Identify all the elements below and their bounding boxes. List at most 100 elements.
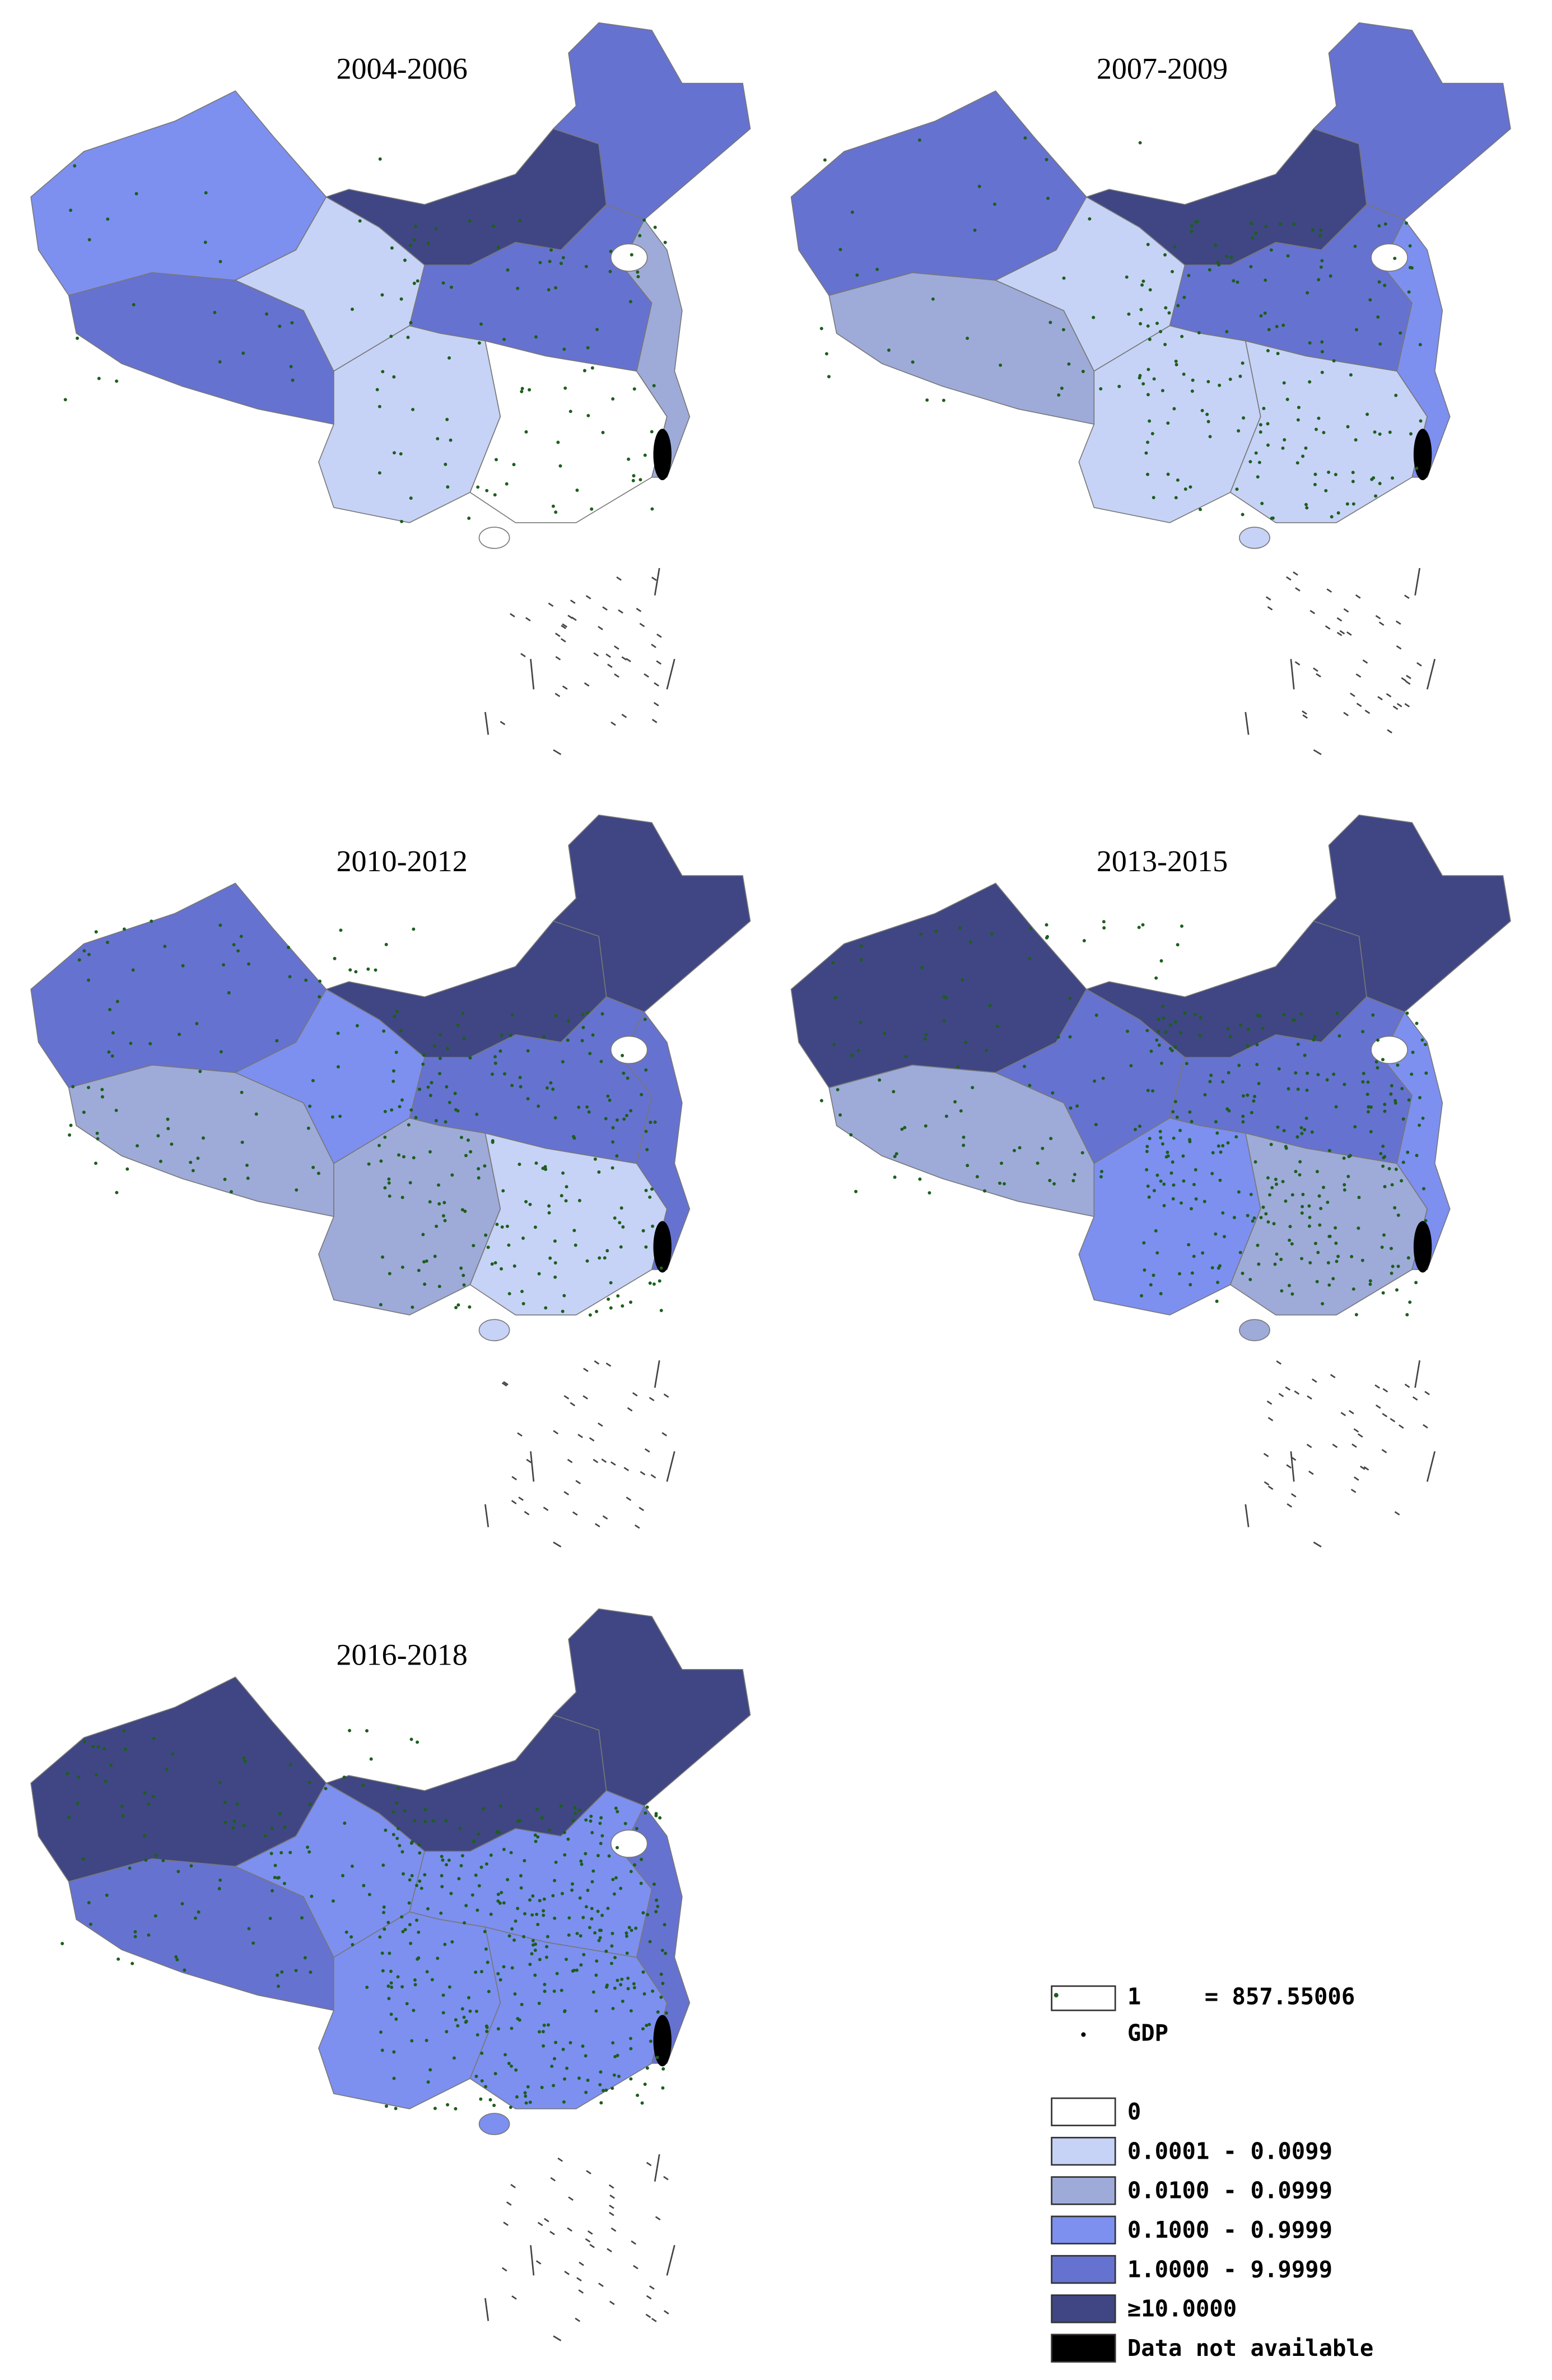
gdp-dot — [476, 1908, 479, 1912]
gdp-dot — [606, 1907, 610, 1910]
gdp-dot — [613, 1216, 617, 1220]
island — [602, 606, 608, 611]
gdp-dot — [893, 1175, 897, 1179]
gdp-dot — [1408, 244, 1412, 248]
gdp-dot — [1304, 446, 1308, 450]
island — [1340, 1412, 1346, 1416]
gdp-dot — [648, 1281, 652, 1285]
gdp-dot — [1159, 1179, 1163, 1183]
gdp-dot — [588, 1052, 592, 1056]
gdp-dot — [409, 1941, 413, 1945]
island — [575, 2317, 580, 2322]
gdp-dot — [546, 1086, 549, 1090]
gdp-dot — [389, 1969, 393, 1973]
gdp-dot — [415, 1884, 418, 1888]
gdp-dot — [644, 1245, 648, 1249]
gdp-dot — [1357, 1196, 1361, 1200]
gdp-dot — [1249, 1192, 1253, 1196]
gdp-dot — [536, 1923, 540, 1926]
gdp-dot — [492, 224, 496, 228]
gdp-dot — [426, 1085, 430, 1089]
island — [1356, 703, 1362, 708]
gdp-dot — [1373, 430, 1377, 434]
gdp-dot — [1266, 443, 1270, 447]
gdp-dot — [1360, 1258, 1364, 1262]
gdp-dot — [542, 1913, 546, 1917]
gdp-dot — [1146, 1184, 1150, 1188]
gdp-dot — [378, 157, 382, 161]
gdp-dot — [560, 1891, 564, 1895]
hainan — [478, 527, 510, 549]
gdp-dot — [493, 2072, 497, 2076]
gdp-dot — [533, 1949, 537, 1952]
panel-title: 2010-2012 — [336, 844, 467, 878]
gdp-dot — [1377, 224, 1381, 228]
island — [598, 2283, 604, 2287]
island — [564, 2271, 570, 2275]
gdp-dot — [460, 1208, 464, 1212]
gdp-dot — [606, 1094, 610, 1098]
gdp-dot — [116, 1957, 120, 1961]
gdp-dot — [1388, 430, 1392, 434]
gdp-dot — [1286, 254, 1290, 258]
gdp-dot — [180, 1902, 184, 1905]
island — [501, 1382, 507, 1387]
gdp-dot — [533, 1833, 537, 1837]
gdp-dot — [859, 957, 863, 961]
island — [578, 2289, 584, 2294]
gdp-dot — [445, 1085, 449, 1089]
gdp-dot — [1301, 454, 1305, 458]
gdp-dot — [1237, 1190, 1241, 1194]
gdp-dot — [582, 369, 586, 373]
gdp-dot — [399, 1029, 403, 1033]
gdp-dot — [1377, 280, 1381, 284]
gdp-dot — [1225, 329, 1229, 333]
island — [1362, 659, 1368, 664]
gdp-dot — [1162, 1182, 1166, 1186]
gdp-dot — [428, 2068, 432, 2072]
gdp-dot — [1246, 1028, 1250, 1031]
gdp-dot — [559, 1804, 563, 1808]
gdp-dot — [1125, 275, 1129, 279]
gdp-dot — [1407, 1098, 1411, 1102]
gdp-dot — [630, 1928, 633, 1932]
island — [543, 2218, 549, 2223]
gdp-dot — [579, 1963, 583, 1967]
gdp-dot — [1304, 503, 1308, 506]
island — [520, 653, 526, 658]
gdp-dot — [1270, 1186, 1274, 1189]
gdp-dot — [1255, 1063, 1259, 1067]
gdp-dot — [664, 1951, 668, 1955]
gdp-dot — [1051, 1091, 1055, 1095]
gdp-dot — [483, 1164, 487, 1168]
gdp-dot — [1368, 1279, 1372, 1283]
island — [1326, 588, 1332, 593]
gdp-dot — [369, 1757, 373, 1761]
island — [656, 633, 662, 638]
gdp-dot — [1248, 1277, 1252, 1281]
gdp-dot — [1259, 430, 1262, 434]
island — [567, 2227, 572, 2232]
gdp-dot — [586, 413, 590, 417]
island — [567, 1458, 573, 1463]
gdp-dot — [1187, 1243, 1191, 1247]
gdp-dot — [303, 1956, 307, 1960]
gdp-dot — [463, 1210, 467, 1214]
gdp-dot — [133, 1930, 137, 1933]
gdp-dot — [194, 1916, 197, 1920]
gdp-dot — [1155, 322, 1159, 326]
gdp-dot — [218, 259, 222, 263]
island — [1278, 1393, 1284, 1397]
boundary-dash — [666, 1451, 675, 1482]
boundary-dash — [553, 1541, 562, 1547]
gdp-dot — [435, 1224, 439, 1228]
gdp-dot — [392, 375, 396, 379]
gdp-dot — [538, 2030, 541, 2034]
gdp-dot — [586, 346, 590, 350]
gdp-dot — [538, 261, 542, 264]
gdp-dot — [1185, 1062, 1189, 1066]
gdp-dot — [833, 996, 837, 1000]
map-panel: 2010-2012 — [30, 814, 751, 1547]
gdp-dot — [456, 2024, 460, 2028]
